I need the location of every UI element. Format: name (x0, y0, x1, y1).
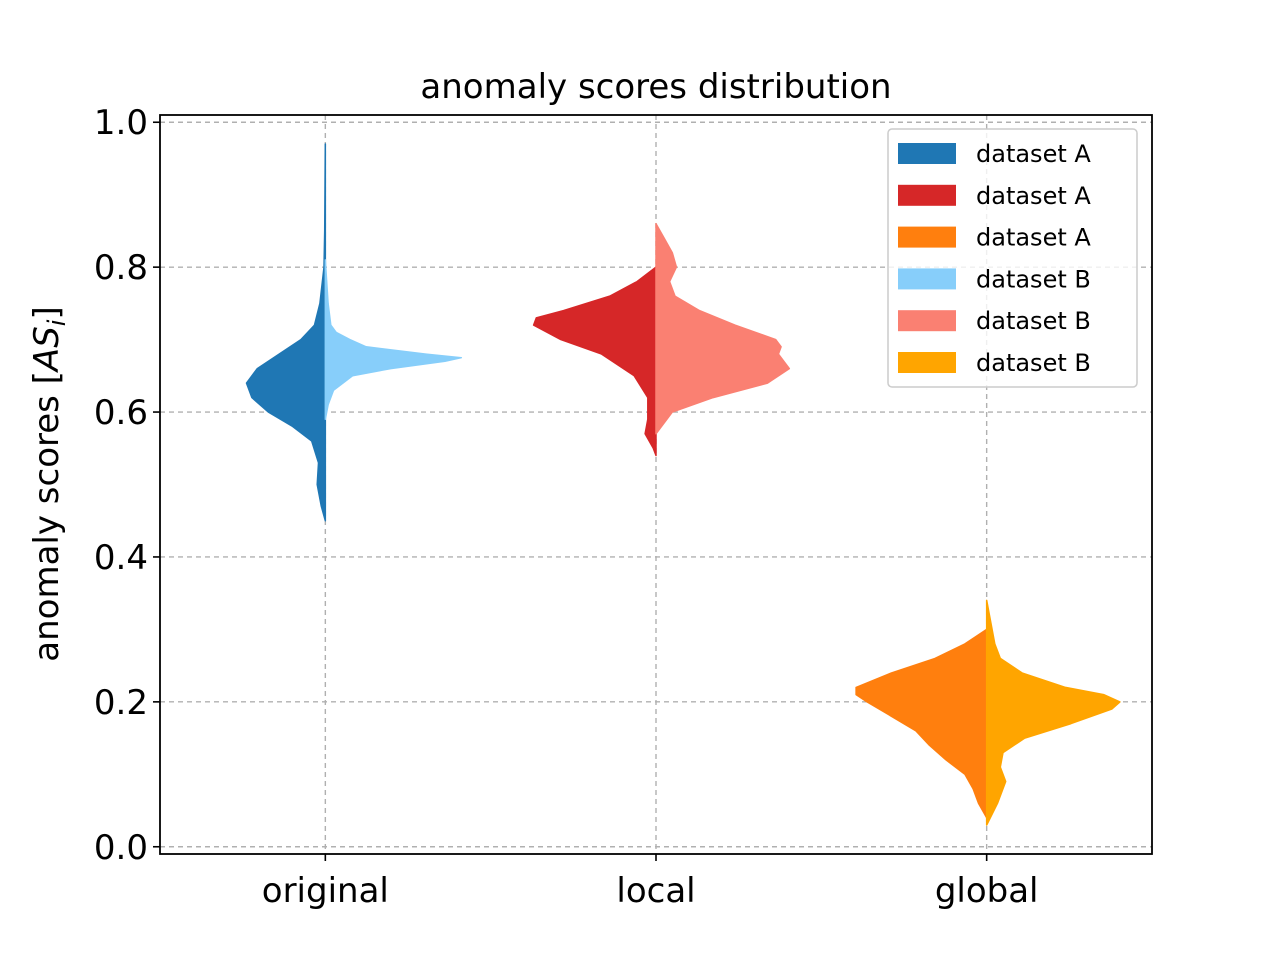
legend-label: dataset B (976, 265, 1091, 293)
legend-swatch (898, 310, 956, 332)
y-axis-label-symbol: AS (27, 326, 67, 373)
legend-label: dataset B (976, 307, 1091, 335)
y-tick-label: 0.2 (94, 683, 148, 723)
y-tick-label: 0.0 (94, 828, 148, 868)
x-tick-label: original (262, 871, 389, 911)
violin-global-left (855, 628, 988, 819)
violins (245, 143, 1121, 826)
y-tick-label: 1.0 (94, 103, 148, 143)
y-axis-label: anomaly scores [ASi] (27, 306, 71, 661)
violin-local-left (532, 266, 657, 457)
legend-swatch (898, 268, 956, 290)
violin-local-right (655, 222, 791, 435)
legend: dataset A dataset A dataset A dataset B data… (887, 128, 1138, 388)
y-tick-label: 0.6 (94, 393, 148, 433)
axis-ticks: 0.0 0.2 0.4 0.6 0.8 1.0 original local global (94, 103, 1039, 911)
legend-label: dataset A (976, 224, 1091, 252)
y-axis-label-subscript: i (43, 319, 71, 326)
violin-original-right (324, 259, 463, 421)
legend-swatch (898, 352, 956, 373)
y-tick-label: 0.8 (94, 248, 148, 288)
chart-title: anomaly scores distribution (420, 67, 891, 107)
legend-swatch (898, 226, 956, 248)
y-axis-label-suffix: ] (27, 306, 67, 319)
legend-label: dataset A (976, 182, 1091, 210)
violin-original-left (245, 143, 327, 522)
legend-swatch (898, 143, 956, 164)
legend-label: dataset B (976, 349, 1091, 377)
legend-swatch (898, 184, 956, 206)
y-tick-label: 0.4 (94, 538, 148, 578)
x-tick-label: global (935, 871, 1039, 911)
y-axis-label-prefix: anomaly scores [ (27, 371, 67, 662)
legend-label: dataset A (976, 140, 1091, 168)
x-tick-label: local (616, 871, 695, 911)
violin-global-right (985, 599, 1121, 826)
